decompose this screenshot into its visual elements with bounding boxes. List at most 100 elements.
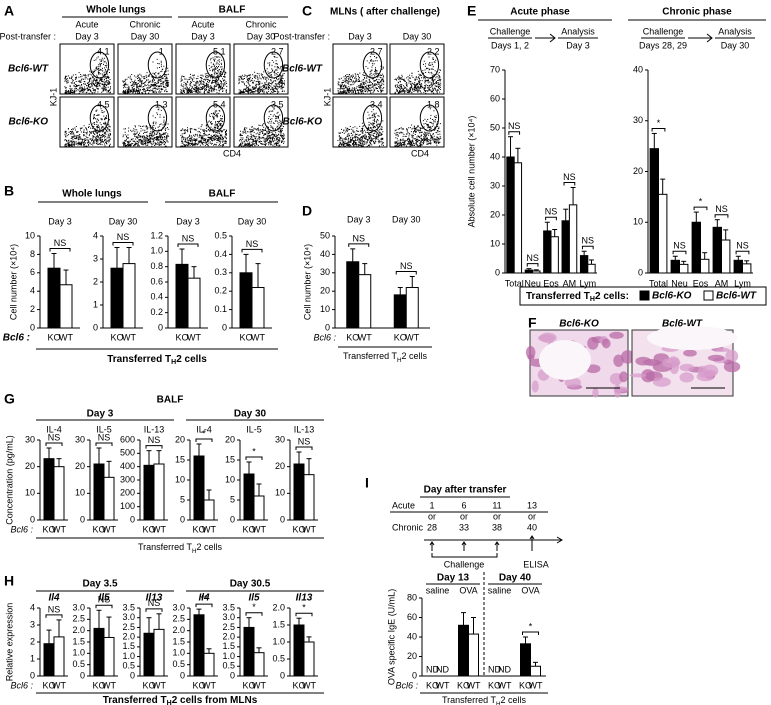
category-label: Lym [579, 278, 596, 288]
tissue-blob [707, 354, 725, 362]
category-label: saline [488, 585, 512, 595]
y-tick-label: 0.2 [214, 286, 227, 296]
significance-label: NS [526, 253, 539, 263]
error-bar [146, 450, 152, 466]
error-bar [156, 613, 162, 630]
y-tick-label: 0 [130, 514, 135, 524]
bar [524, 269, 534, 274]
significance-label: NS [148, 598, 161, 608]
bar [393, 294, 407, 329]
chart-title: IL-5 [246, 424, 262, 434]
bar-label: KO [110, 332, 123, 342]
bar [59, 284, 73, 329]
y-tick-label: 1.5 [122, 641, 135, 651]
significance-bracket [45, 614, 63, 618]
legend-label: Bcl6-WT [716, 291, 757, 302]
error-bar [723, 229, 729, 241]
significance-label: NS [54, 238, 67, 248]
bar [520, 643, 531, 677]
panel-letter: F [528, 315, 537, 331]
y-axis-label: Relative expression [4, 603, 14, 682]
footer: Transferred TH2 cells [442, 695, 527, 705]
y-tick-label: 10 [633, 217, 643, 227]
row-label: Bcl6 : [395, 680, 418, 690]
y-tick-label: 50 [320, 230, 330, 240]
error-bar [179, 248, 185, 265]
y-tick-label: 0 [93, 322, 98, 332]
bar-label: WT [152, 524, 166, 534]
bar [543, 230, 552, 274]
y-tick-label: 100 [120, 501, 135, 511]
image-label: Bcl6-WT [662, 319, 703, 330]
error-bar [51, 252, 57, 269]
bar-label: KO [192, 524, 205, 534]
row-label: Bcl6 : [3, 333, 30, 344]
y-tick-label: 30 [490, 180, 500, 190]
tissue-blob [683, 349, 697, 357]
error-bar [256, 483, 262, 496]
bar-label: WT [102, 524, 116, 534]
tissue-blob [629, 373, 647, 378]
flow-gate [419, 104, 440, 132]
bar-label: WT [302, 524, 316, 534]
y-tick-label: 30 [75, 434, 85, 444]
error-bar [56, 458, 62, 467]
y-tick-label: 20 [275, 461, 285, 471]
bar [670, 259, 680, 274]
significance-label: * [529, 621, 533, 631]
y-tick-label: 3.0 [72, 602, 85, 612]
y-tick-label: 1.0 [150, 246, 163, 256]
y-tick-label: 1.0 [172, 648, 185, 658]
tissue-header: Whole lungs [62, 189, 122, 200]
flow-plot-frame [117, 96, 173, 148]
significance-label: NS [582, 236, 595, 246]
y-tick-label: 4 [30, 602, 35, 612]
footer-part: 2 cells [197, 542, 223, 552]
significance-label: * [657, 118, 661, 128]
bar [568, 204, 578, 274]
y-tick-label: 2.0 [72, 625, 85, 635]
y-tick-label: 30 [25, 434, 35, 444]
significance-bracket [145, 445, 163, 449]
y-tick-label: 1.0 [72, 648, 85, 658]
bar [458, 624, 469, 677]
significance-bracket [672, 250, 687, 255]
error-bar [106, 616, 112, 638]
significance-bracket [522, 631, 539, 635]
significance-label: * [252, 602, 256, 612]
tissue-blob [679, 363, 695, 372]
significance-bracket [95, 442, 113, 446]
bar [93, 463, 105, 521]
timeline-or: or [528, 511, 536, 521]
significance-label: NS [508, 121, 521, 131]
error-bar [191, 266, 197, 279]
bar [187, 277, 201, 329]
error-bar [651, 132, 657, 149]
significance-bracket [651, 127, 666, 132]
bar-label: KO [519, 680, 532, 690]
error-bar [146, 617, 152, 634]
error-bar [296, 451, 302, 464]
bar-label: WT [436, 680, 450, 690]
panel-letter: E [467, 3, 476, 19]
tissue-blob [643, 359, 661, 366]
y-tick-label: 3.5 [122, 602, 135, 612]
significance-bracket [112, 242, 134, 246]
day-label: Day 30 [403, 31, 432, 41]
timeline-or: or [493, 511, 501, 521]
y-tick-label: 0.5 [172, 659, 185, 669]
error-bar [196, 608, 202, 615]
y-tick-label: 0 [158, 322, 163, 332]
y-tick-label: 20 [175, 434, 185, 444]
significance-bracket [395, 270, 417, 275]
timeline-label: Challenge [444, 559, 485, 569]
bar [253, 495, 265, 521]
row-label: Bcl6-KO [283, 117, 323, 128]
bar-label: WT [405, 332, 419, 342]
y-tick-label: 10 [275, 488, 285, 498]
bar [721, 239, 731, 274]
bar-label: WT [122, 332, 136, 342]
category-label: Neu [671, 278, 688, 288]
day-label: Day 30 [247, 31, 276, 41]
bar-label: WT [52, 680, 66, 690]
